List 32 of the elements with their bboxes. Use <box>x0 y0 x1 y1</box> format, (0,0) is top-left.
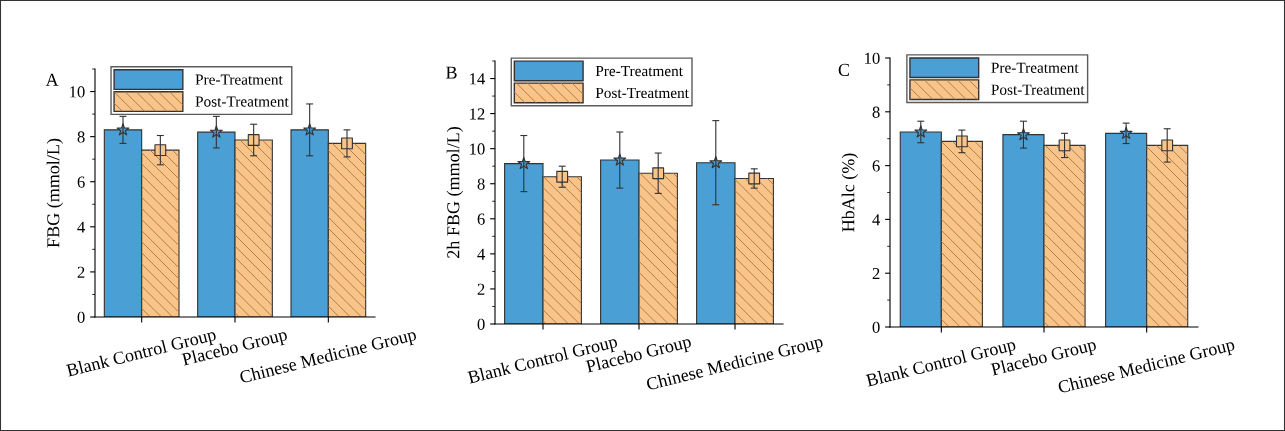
y-axis-title: HbAlc (%) <box>841 153 859 232</box>
legend-label: Pre-Treatment <box>595 65 683 77</box>
y-tick-label: 0 <box>477 318 485 330</box>
y-tick-label: 10 <box>70 86 85 98</box>
y-tick-label: 0 <box>872 321 880 333</box>
y-tick-label: 10 <box>470 143 485 155</box>
text: A <box>45 73 59 86</box>
legend-label: Pre-Treatment <box>195 74 283 85</box>
legend-label: Pre-Treatment <box>991 62 1079 73</box>
y-tick-label: 6 <box>872 160 880 172</box>
y-tick-label: 4 <box>477 248 486 260</box>
y-tick-label: 4 <box>77 221 86 233</box>
text: C <box>838 63 849 76</box>
y-tick-label: 8 <box>872 106 880 118</box>
y-axis-title: FBG (mmol/L) <box>46 138 64 248</box>
y-tick-label: 2 <box>77 266 85 278</box>
y-tick-label: 2 <box>477 283 485 295</box>
y-tick-label: 8 <box>477 178 485 190</box>
y-tick-label: 6 <box>477 213 485 225</box>
legend-label: Post-Treatment <box>195 96 289 107</box>
y-tick-label: 10 <box>865 52 880 64</box>
y-tick-label: 6 <box>77 176 85 188</box>
text: B <box>446 66 457 79</box>
y-tick-label: 14 <box>470 73 486 85</box>
y-tick-label: 8 <box>77 131 85 143</box>
legend-label: Post-Treatment <box>991 84 1085 95</box>
y-tick-label: 2 <box>872 267 880 279</box>
y-axis-title: 2h FBG (mmol/L) <box>446 127 464 258</box>
legend-label: Post-Treatment <box>595 87 689 99</box>
y-tick-label: 0 <box>77 311 85 323</box>
y-tick-label: 4 <box>872 214 881 226</box>
y-tick-label: 12 <box>470 108 485 120</box>
